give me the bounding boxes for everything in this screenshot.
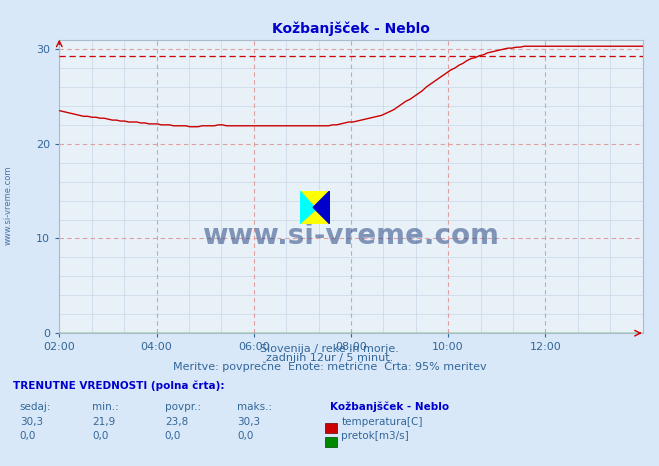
Text: temperatura[C]: temperatura[C] [341,418,423,427]
Text: www.si-vreme.com: www.si-vreme.com [202,222,500,250]
Text: min.:: min.: [92,402,119,412]
Text: 0,0: 0,0 [237,432,254,441]
Text: 30,3: 30,3 [237,418,260,427]
Text: pretok[m3/s]: pretok[m3/s] [341,432,409,441]
Polygon shape [300,191,316,224]
Text: maks.:: maks.: [237,402,272,412]
Text: www.si-vreme.com: www.si-vreme.com [4,165,13,245]
Polygon shape [313,191,330,224]
Text: Meritve: povprečne  Enote: metrične  Črta: 95% meritev: Meritve: povprečne Enote: metrične Črta:… [173,361,486,372]
Text: 21,9: 21,9 [92,418,115,427]
Text: 0,0: 0,0 [165,432,181,441]
Text: Kožbanjšček - Neblo: Kožbanjšček - Neblo [330,402,449,412]
Text: TRENUTNE VREDNOSTI (polna črta):: TRENUTNE VREDNOSTI (polna črta): [13,381,225,391]
Text: Slovenija / reke in morje.: Slovenija / reke in morje. [260,344,399,354]
Text: 23,8: 23,8 [165,418,188,427]
Text: povpr.:: povpr.: [165,402,201,412]
Title: Kožbanjšček - Neblo: Kožbanjšček - Neblo [272,21,430,36]
Text: zadnjih 12ur / 5 minut.: zadnjih 12ur / 5 minut. [266,353,393,363]
Text: 0,0: 0,0 [92,432,109,441]
Text: 0,0: 0,0 [20,432,36,441]
Text: sedaj:: sedaj: [20,402,51,412]
Text: 30,3: 30,3 [20,418,43,427]
